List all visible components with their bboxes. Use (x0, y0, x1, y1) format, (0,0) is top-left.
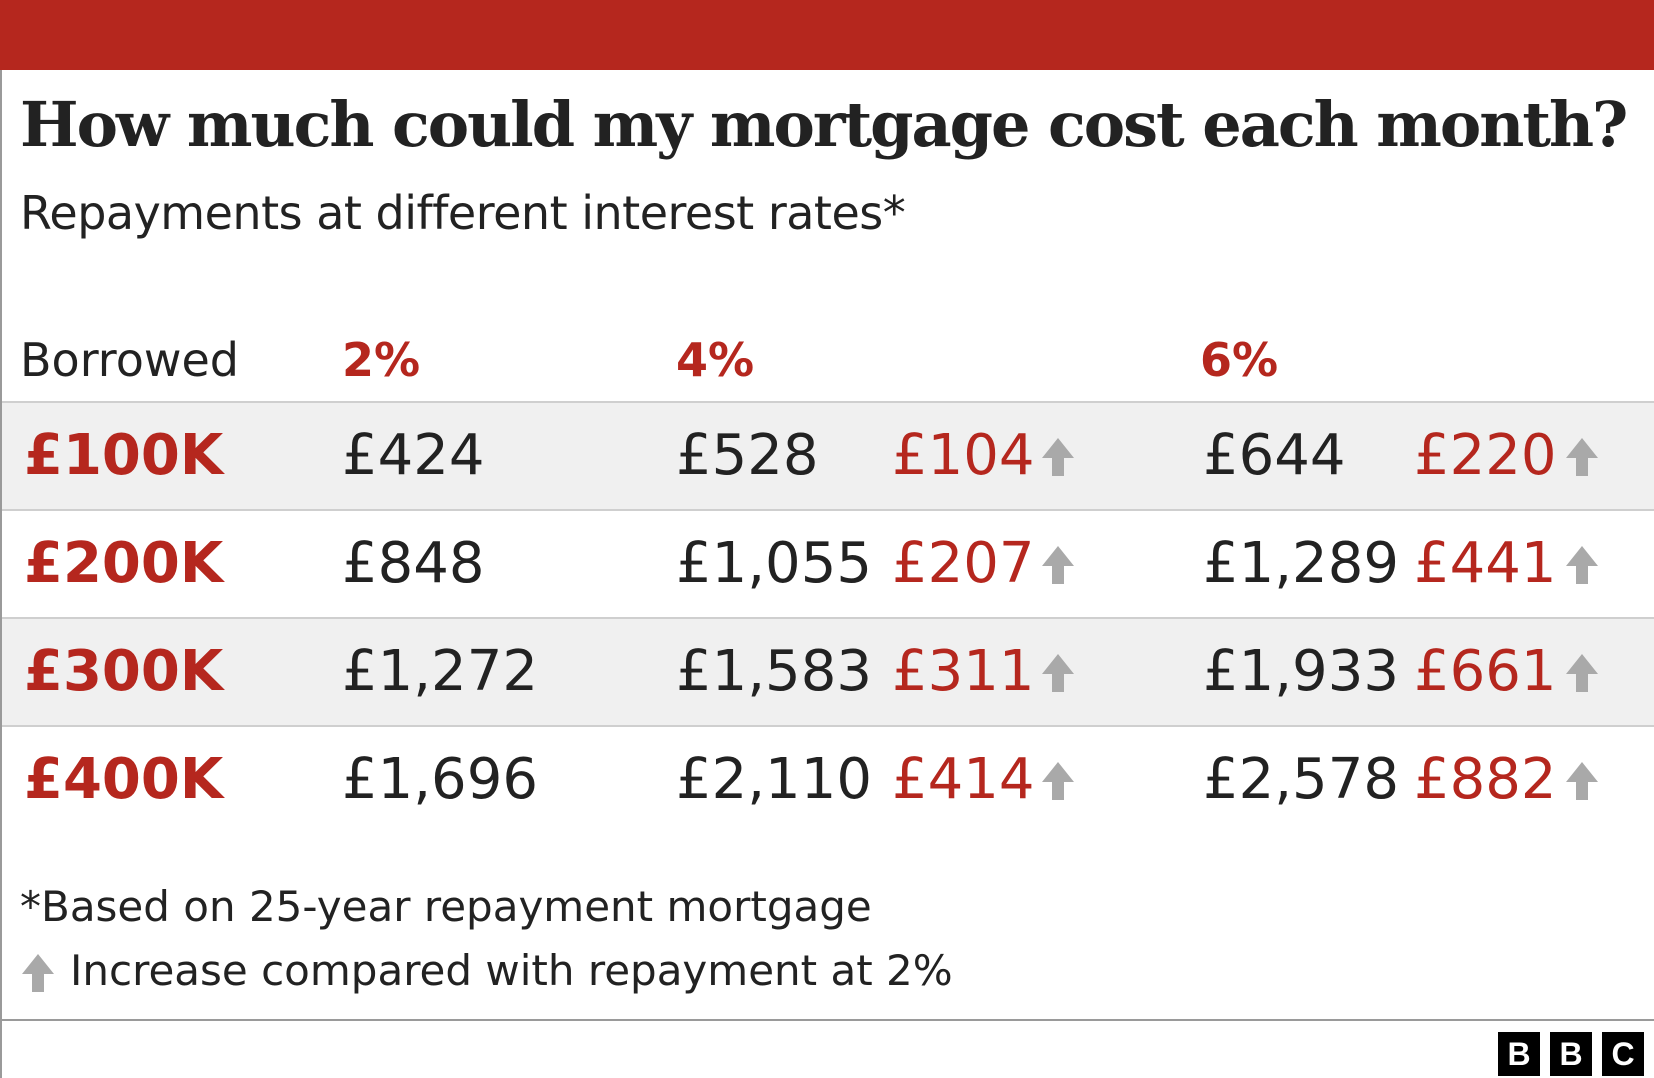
up-arrow-icon (1042, 546, 1074, 584)
repayment-2pct: £424 (342, 423, 485, 488)
repayment-4pct: £2,110 (676, 747, 872, 812)
row-divider (2, 509, 1654, 511)
footnote: *Based on 25-year repayment mortgage (20, 882, 872, 931)
repayment-6pct: £2,578 (1203, 747, 1399, 812)
row-divider (2, 725, 1654, 727)
up-arrow-icon (1566, 654, 1598, 692)
repayment-4pct: £1,583 (676, 639, 872, 704)
up-arrow-icon (1566, 546, 1598, 584)
logo-letter: C (1602, 1032, 1644, 1076)
logo-letter: B (1498, 1032, 1540, 1076)
bottom-rule (0, 1019, 1654, 1021)
chart-subtitle: Repayments at different interest rates* (20, 186, 906, 240)
up-arrow-icon (1042, 654, 1074, 692)
repayment-6pct: £644 (1203, 423, 1346, 488)
increase-6pct: £441 (1414, 531, 1557, 596)
left-border (0, 70, 2, 1078)
borrowed-amount: £400K (24, 747, 224, 812)
chart-title: How much could my mortgage cost each mon… (20, 88, 1628, 161)
legend-text: Increase compared with repayment at 2% (70, 946, 953, 995)
repayment-4pct: £1,055 (676, 531, 872, 596)
row-divider (2, 617, 1654, 619)
table-row: £200K £848 £1,055 £207 £1,289 £441 (2, 511, 1654, 617)
header-rate-6: 6% (1200, 333, 1279, 387)
increase-6pct: £661 (1414, 639, 1557, 704)
table-row: £400K £1,696 £2,110 £414 £2,578 £882 (2, 727, 1654, 833)
up-arrow-icon (1042, 762, 1074, 800)
row-divider (2, 401, 1654, 403)
repayment-2pct: £1,272 (342, 639, 538, 704)
increase-4pct: £311 (892, 639, 1035, 704)
repayment-6pct: £1,289 (1203, 531, 1399, 596)
up-arrow-icon (1042, 438, 1074, 476)
increase-6pct: £882 (1414, 747, 1557, 812)
logo-letter: B (1550, 1032, 1592, 1076)
increase-6pct: £220 (1414, 423, 1557, 488)
header-rate-4: 4% (676, 333, 755, 387)
repayment-4pct: £528 (676, 423, 819, 488)
borrowed-amount: £300K (24, 639, 224, 704)
increase-4pct: £414 (892, 747, 1035, 812)
up-arrow-icon (1566, 762, 1598, 800)
up-arrow-icon (1566, 438, 1598, 476)
repayment-2pct: £848 (342, 531, 485, 596)
header-borrowed: Borrowed (20, 333, 239, 387)
repayment-6pct: £1,933 (1203, 639, 1399, 704)
top-accent-bar (0, 0, 1654, 70)
up-arrow-icon (22, 954, 54, 992)
increase-4pct: £207 (892, 531, 1035, 596)
increase-4pct: £104 (892, 423, 1035, 488)
repayment-2pct: £1,696 (342, 747, 538, 812)
borrowed-amount: £200K (24, 531, 224, 596)
borrowed-amount: £100K (24, 423, 224, 488)
header-rate-2: 2% (342, 333, 421, 387)
table-row: £100K £424 £528 £104 £644 £220 (2, 403, 1654, 509)
table-row: £300K £1,272 £1,583 £311 £1,933 £661 (2, 619, 1654, 725)
